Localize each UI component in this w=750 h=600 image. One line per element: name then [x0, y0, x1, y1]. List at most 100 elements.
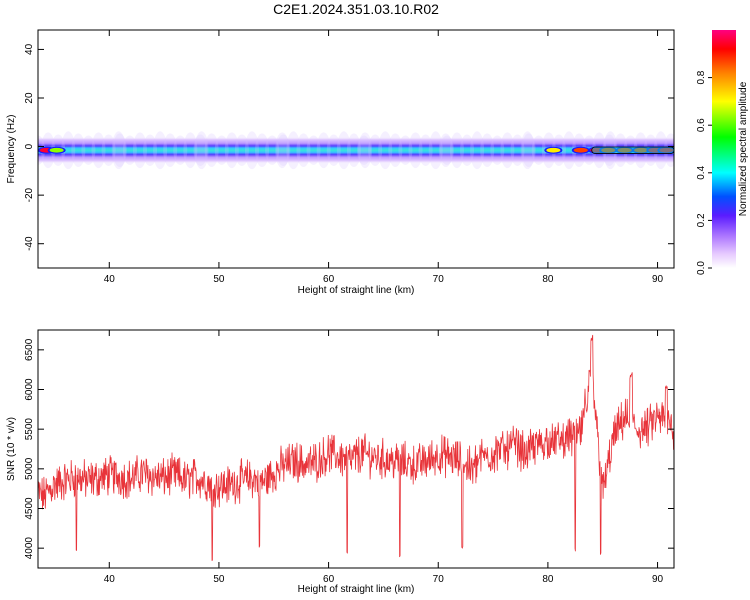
- y-tick-label: 6000: [24, 378, 35, 401]
- spectral-halo-blob: [153, 131, 168, 170]
- spectral-halo-blob: [368, 134, 383, 166]
- spectral-halo-blob: [520, 131, 535, 170]
- spectral-halo-blob: [193, 134, 208, 166]
- spectral-halo-blob: [418, 134, 433, 166]
- spectral-halo-blob: [398, 135, 413, 165]
- colorbar: 0.0 0.2 0.4 0.6 0.8 Normalized spectral ampl…: [696, 30, 749, 275]
- spectral-halo-blob: [122, 135, 137, 165]
- x-tick-label: 40: [104, 274, 116, 285]
- high-amplitude-segment: [591, 146, 674, 154]
- x-tick-label: 60: [323, 574, 335, 585]
- spectral-halo-blob: [224, 132, 239, 169]
- x-tick-label: 70: [433, 274, 445, 285]
- x-tick-label: 60: [323, 274, 335, 285]
- snr-ylabel: SNR (10 * v/v): [6, 417, 17, 481]
- x-tick-label: 70: [433, 574, 445, 585]
- spectral-halo-blob: [378, 131, 393, 170]
- x-tick-label: 50: [213, 574, 225, 585]
- y-tick-label: 4000: [24, 537, 35, 560]
- spectral-halo-blob: [255, 133, 270, 168]
- spectral-halo-blob: [204, 133, 219, 168]
- colorbar-ticks: 0.0 0.2 0.4 0.6 0.8: [696, 70, 712, 275]
- spectral-halo-blob: [194, 131, 209, 170]
- spectral-halo-blob: [346, 133, 361, 168]
- spectral-halo-blob: [101, 134, 116, 166]
- spectral-halo-blob: [480, 133, 495, 168]
- snr-series-line: [38, 334, 674, 561]
- spectral-halo-blob: [521, 133, 536, 168]
- y-tick-label: -20: [24, 187, 35, 202]
- x-tick-label: 90: [652, 574, 664, 585]
- spectral-halo-blob: [531, 135, 546, 165]
- spectral-halo-blob: [490, 135, 505, 165]
- y-tick-label: -40: [24, 236, 35, 251]
- y-tick-label: 6500: [24, 338, 35, 361]
- spectral-halo-blob: [439, 135, 454, 165]
- spectral-halo-blob: [326, 134, 341, 166]
- spectral-band: [38, 131, 674, 170]
- x-tick-label: 50: [213, 274, 225, 285]
- colorbar-gradient: [712, 30, 736, 268]
- spectral-halo-blob: [71, 133, 86, 168]
- spectral-halo-blob: [286, 131, 301, 170]
- spectral-halo-blob: [173, 135, 188, 165]
- spectral-halo-blob: [316, 132, 331, 169]
- x-tick-label: 90: [652, 274, 664, 285]
- colorbar-tick-label: 0.4: [696, 165, 707, 179]
- spectral-halo-blob: [358, 132, 373, 169]
- spectral-halo-blob: [510, 134, 525, 166]
- figure-title: C2E1.2024.351.03.10.R02: [273, 1, 439, 17]
- spectral-halo-blob: [234, 134, 249, 166]
- y-tick-label: 5500: [24, 418, 35, 441]
- snr-panel: 40 50 60 70 80 90 4000 4500 5000 5500 6000 6500 Hei…: [6, 329, 675, 595]
- spectral-halo-blob: [244, 131, 259, 170]
- spectral-halo-blob: [296, 133, 311, 168]
- spectral-halo-blob: [111, 131, 126, 170]
- spectrogram-axes: 40 50 60 70 80 90 40 20 0 -20 -40: [24, 30, 674, 285]
- spectral-halo-blob: [183, 132, 198, 169]
- spectrogram-frame: [37, 29, 675, 269]
- spectral-halo-blob: [265, 135, 280, 165]
- hotspot-core: [546, 147, 561, 153]
- x-tick-label: 80: [542, 274, 554, 285]
- colorbar-tick-label: 0.0: [696, 261, 707, 275]
- colorbar-tick-label: 0.8: [696, 70, 707, 84]
- y-tick-label: 40: [24, 43, 35, 55]
- spectrogram-panel: 40 50 60 70 80 90 40 20 0 -20 -40 Height of straig…: [6, 29, 675, 296]
- spectral-halo-blob: [408, 132, 423, 169]
- snr-xlabel: Height of straight line (km): [298, 584, 415, 595]
- spectral-halo-blob: [470, 131, 485, 170]
- x-tick-label: 40: [104, 574, 116, 585]
- spectral-halo-blob: [336, 131, 351, 170]
- y-tick-label: 5000: [24, 457, 35, 480]
- spectral-halo-blob: [81, 135, 96, 165]
- spectral-halo-blob: [276, 134, 291, 166]
- spectral-halo-blob: [143, 134, 158, 166]
- spectral-halo-blob: [214, 135, 229, 165]
- y-tick-label: 4500: [24, 497, 35, 520]
- spectral-halo-blob: [306, 135, 321, 165]
- y-tick-label: 20: [24, 92, 35, 104]
- spectral-halo-blob: [561, 131, 576, 170]
- snr-axes: 40 50 60 70 80 90 4000 4500 5000 5500 6000 6500: [24, 330, 674, 585]
- spectral-halo-blob: [132, 132, 147, 169]
- colorbar-tick-label: 0.6: [696, 118, 707, 132]
- spectral-halo-blob: [91, 132, 106, 169]
- spectral-halo-blob: [357, 135, 371, 165]
- colorbar-tick-label: 0.2: [696, 213, 707, 227]
- spectral-halo-blob: [460, 134, 475, 166]
- hotspot-core: [49, 147, 64, 153]
- spectral-halo-blob: [449, 132, 464, 169]
- colorbar-label: Normalized spectral amplitude: [738, 81, 749, 216]
- snr-frame: [37, 329, 675, 569]
- spectral-halo-blob: [112, 133, 127, 168]
- spectral-halo-blob: [275, 132, 290, 169]
- spectral-halo-blob: [61, 131, 76, 170]
- y-tick-label: 0: [24, 143, 35, 149]
- spectral-halo-blob: [428, 131, 443, 170]
- x-tick-label: 80: [542, 574, 554, 585]
- spectral-halo-blob: [438, 133, 453, 168]
- spectral-halo-blob: [388, 133, 403, 168]
- spectral-halo-blob: [500, 132, 515, 169]
